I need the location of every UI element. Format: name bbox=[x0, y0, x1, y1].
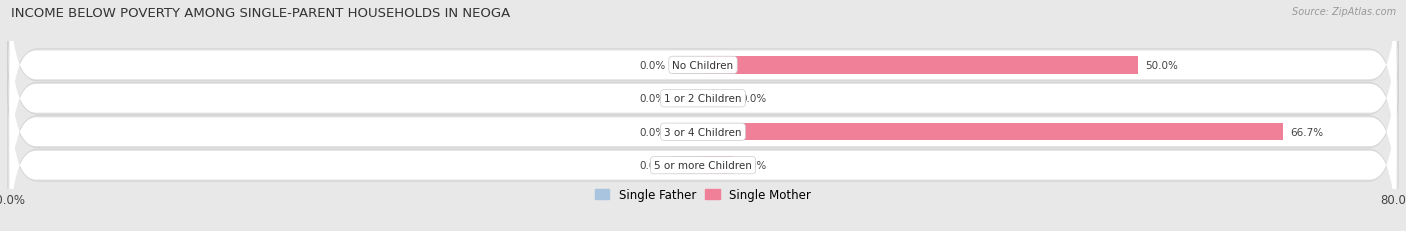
Text: 0.0%: 0.0% bbox=[741, 161, 766, 170]
Bar bbox=[703, 157, 734, 174]
Bar bbox=[672, 124, 703, 141]
Text: 3 or 4 Children: 3 or 4 Children bbox=[664, 127, 742, 137]
FancyBboxPatch shape bbox=[7, 65, 1399, 231]
Bar bbox=[703, 90, 734, 107]
Bar bbox=[672, 157, 703, 174]
Bar bbox=[672, 57, 703, 74]
Text: 0.0%: 0.0% bbox=[640, 61, 665, 70]
Bar bbox=[672, 90, 703, 107]
Text: No Children: No Children bbox=[672, 61, 734, 70]
FancyBboxPatch shape bbox=[10, 80, 1396, 231]
FancyBboxPatch shape bbox=[7, 0, 1399, 166]
Text: 5 or more Children: 5 or more Children bbox=[654, 161, 752, 170]
Legend: Single Father, Single Mother: Single Father, Single Mother bbox=[595, 188, 811, 201]
FancyBboxPatch shape bbox=[10, 0, 1396, 151]
Text: 1 or 2 Children: 1 or 2 Children bbox=[664, 94, 742, 104]
FancyBboxPatch shape bbox=[7, 0, 1399, 199]
FancyBboxPatch shape bbox=[10, 13, 1396, 184]
Text: 0.0%: 0.0% bbox=[640, 161, 665, 170]
Text: 0.0%: 0.0% bbox=[640, 127, 665, 137]
Text: Source: ZipAtlas.com: Source: ZipAtlas.com bbox=[1292, 7, 1396, 17]
Text: 0.0%: 0.0% bbox=[640, 94, 665, 104]
Text: 66.7%: 66.7% bbox=[1291, 127, 1323, 137]
Text: 0.0%: 0.0% bbox=[741, 94, 766, 104]
Text: 50.0%: 50.0% bbox=[1144, 61, 1178, 70]
FancyBboxPatch shape bbox=[7, 32, 1399, 231]
Text: INCOME BELOW POVERTY AMONG SINGLE-PARENT HOUSEHOLDS IN NEOGA: INCOME BELOW POVERTY AMONG SINGLE-PARENT… bbox=[11, 7, 510, 20]
FancyBboxPatch shape bbox=[10, 47, 1396, 218]
Bar bbox=[703, 124, 1284, 141]
Bar bbox=[703, 57, 1137, 74]
